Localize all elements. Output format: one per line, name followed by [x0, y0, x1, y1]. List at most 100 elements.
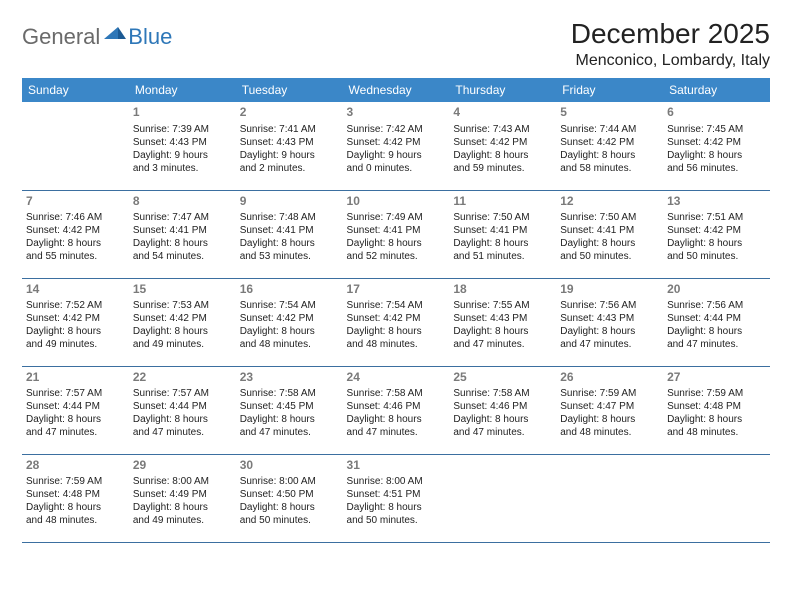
day-info-line: and 47 minutes.	[240, 426, 339, 439]
day-info-line: Sunset: 4:41 PM	[453, 224, 552, 237]
page-header: General Blue December 2025 Menconico, Lo…	[22, 18, 770, 70]
day-info-line: Daylight: 8 hours	[133, 325, 232, 338]
day-info-line: and 51 minutes.	[453, 250, 552, 263]
day-number: 25	[453, 370, 552, 386]
day-info-line: Sunrise: 7:59 AM	[667, 387, 766, 400]
day-info-line: Sunset: 4:43 PM	[453, 312, 552, 325]
day-info-line: and 2 minutes.	[240, 162, 339, 175]
day-info-line: Daylight: 8 hours	[560, 413, 659, 426]
day-number: 7	[26, 194, 125, 210]
day-info-line: Daylight: 8 hours	[347, 325, 446, 338]
calendar-day-cell	[449, 454, 556, 542]
day-info-line: Sunrise: 7:45 AM	[667, 123, 766, 136]
day-info-line: Sunset: 4:41 PM	[347, 224, 446, 237]
day-info-line: Sunset: 4:44 PM	[26, 400, 125, 413]
calendar-day-cell: 28Sunrise: 7:59 AMSunset: 4:48 PMDayligh…	[22, 454, 129, 542]
day-info-line: Sunset: 4:42 PM	[667, 224, 766, 237]
logo-text-general: General	[22, 24, 100, 50]
day-info-line: Sunset: 4:46 PM	[347, 400, 446, 413]
day-info-line: Sunset: 4:43 PM	[133, 136, 232, 149]
day-number: 1	[133, 105, 232, 121]
day-number: 15	[133, 282, 232, 298]
day-info-line: and 47 minutes.	[453, 426, 552, 439]
day-info-line: Sunrise: 7:58 AM	[453, 387, 552, 400]
weekday-header: Sunday	[22, 78, 129, 102]
day-info-line: Sunset: 4:49 PM	[133, 488, 232, 501]
day-info-line: Sunrise: 7:46 AM	[26, 211, 125, 224]
calendar-header-row: SundayMondayTuesdayWednesdayThursdayFrid…	[22, 78, 770, 102]
calendar-body: 1Sunrise: 7:39 AMSunset: 4:43 PMDaylight…	[22, 102, 770, 542]
calendar-day-cell: 18Sunrise: 7:55 AMSunset: 4:43 PMDayligh…	[449, 278, 556, 366]
day-info-line: Daylight: 8 hours	[133, 413, 232, 426]
calendar-day-cell: 7Sunrise: 7:46 AMSunset: 4:42 PMDaylight…	[22, 190, 129, 278]
day-number: 24	[347, 370, 446, 386]
day-info-line: Daylight: 8 hours	[26, 413, 125, 426]
day-info-line: Sunrise: 7:54 AM	[240, 299, 339, 312]
day-number: 13	[667, 194, 766, 210]
day-number: 21	[26, 370, 125, 386]
day-info-line: and 52 minutes.	[347, 250, 446, 263]
day-info-line: Daylight: 8 hours	[667, 237, 766, 250]
day-info-line: Daylight: 8 hours	[240, 237, 339, 250]
calendar-day-cell: 17Sunrise: 7:54 AMSunset: 4:42 PMDayligh…	[343, 278, 450, 366]
day-number: 12	[560, 194, 659, 210]
weekday-header: Tuesday	[236, 78, 343, 102]
day-number: 16	[240, 282, 339, 298]
calendar-day-cell	[556, 454, 663, 542]
day-number: 2	[240, 105, 339, 121]
logo-mark-icon	[104, 25, 126, 46]
calendar-day-cell: 1 Sunrise: 7:39 AMSunset: 4:43 PMDaylight…	[129, 102, 236, 190]
weekday-header: Wednesday	[343, 78, 450, 102]
day-info-line: Sunset: 4:48 PM	[667, 400, 766, 413]
calendar-day-cell: 23Sunrise: 7:58 AMSunset: 4:45 PMDayligh…	[236, 366, 343, 454]
calendar-day-cell: 12Sunrise: 7:50 AMSunset: 4:41 PMDayligh…	[556, 190, 663, 278]
day-info-line: Sunrise: 7:39 AM	[133, 123, 232, 136]
day-info-line: Daylight: 8 hours	[133, 237, 232, 250]
calendar-week-row: 7Sunrise: 7:46 AMSunset: 4:42 PMDaylight…	[22, 190, 770, 278]
calendar-day-cell: 5Sunrise: 7:44 AMSunset: 4:42 PMDaylight…	[556, 102, 663, 190]
calendar-day-cell: 6Sunrise: 7:45 AMSunset: 4:42 PMDaylight…	[663, 102, 770, 190]
day-info-line: Sunrise: 7:50 AM	[560, 211, 659, 224]
day-info-line: Sunset: 4:43 PM	[560, 312, 659, 325]
day-info-line: Daylight: 9 hours	[133, 149, 232, 162]
day-info-line: and 50 minutes.	[240, 514, 339, 527]
day-info-line: and 49 minutes.	[133, 338, 232, 351]
day-info-line: and 47 minutes.	[560, 338, 659, 351]
day-info-line: and 48 minutes.	[240, 338, 339, 351]
day-info-line: Sunrise: 7:57 AM	[26, 387, 125, 400]
day-number: 3	[347, 105, 446, 121]
day-number: 17	[347, 282, 446, 298]
day-info-line: and 59 minutes.	[453, 162, 552, 175]
calendar-day-cell: 19Sunrise: 7:56 AMSunset: 4:43 PMDayligh…	[556, 278, 663, 366]
calendar-week-row: 14Sunrise: 7:52 AMSunset: 4:42 PMDayligh…	[22, 278, 770, 366]
day-info-line: Sunrise: 7:50 AM	[453, 211, 552, 224]
day-info-line: and 53 minutes.	[240, 250, 339, 263]
day-info-line: Daylight: 8 hours	[453, 413, 552, 426]
day-info-line: and 50 minutes.	[347, 514, 446, 527]
day-info-line: Daylight: 8 hours	[240, 501, 339, 514]
calendar-day-cell	[663, 454, 770, 542]
calendar-day-cell: 21Sunrise: 7:57 AMSunset: 4:44 PMDayligh…	[22, 366, 129, 454]
day-info-line: Daylight: 8 hours	[240, 325, 339, 338]
day-info-line: Sunrise: 7:51 AM	[667, 211, 766, 224]
day-info-line: Daylight: 8 hours	[133, 501, 232, 514]
day-info-line: and 0 minutes.	[347, 162, 446, 175]
calendar-day-cell: 13Sunrise: 7:51 AMSunset: 4:42 PMDayligh…	[663, 190, 770, 278]
calendar-week-row: 28Sunrise: 7:59 AMSunset: 4:48 PMDayligh…	[22, 454, 770, 542]
day-info-line: and 50 minutes.	[667, 250, 766, 263]
day-number: 9	[240, 194, 339, 210]
day-number: 8	[133, 194, 232, 210]
calendar-day-cell: 16Sunrise: 7:54 AMSunset: 4:42 PMDayligh…	[236, 278, 343, 366]
day-info-line: Daylight: 9 hours	[240, 149, 339, 162]
calendar-day-cell: 22Sunrise: 7:57 AMSunset: 4:44 PMDayligh…	[129, 366, 236, 454]
calendar-day-cell: 10Sunrise: 7:49 AMSunset: 4:41 PMDayligh…	[343, 190, 450, 278]
day-info-line: Daylight: 8 hours	[667, 325, 766, 338]
day-info-line: Sunset: 4:50 PM	[240, 488, 339, 501]
day-info-line: Sunrise: 7:59 AM	[26, 475, 125, 488]
day-info-line: Sunrise: 7:55 AM	[453, 299, 552, 312]
day-info-line: Sunrise: 7:41 AM	[240, 123, 339, 136]
calendar-day-cell: 8Sunrise: 7:47 AMSunset: 4:41 PMDaylight…	[129, 190, 236, 278]
day-info-line: Sunset: 4:43 PM	[240, 136, 339, 149]
calendar-day-cell: 15Sunrise: 7:53 AMSunset: 4:42 PMDayligh…	[129, 278, 236, 366]
day-info-line: and 48 minutes.	[347, 338, 446, 351]
